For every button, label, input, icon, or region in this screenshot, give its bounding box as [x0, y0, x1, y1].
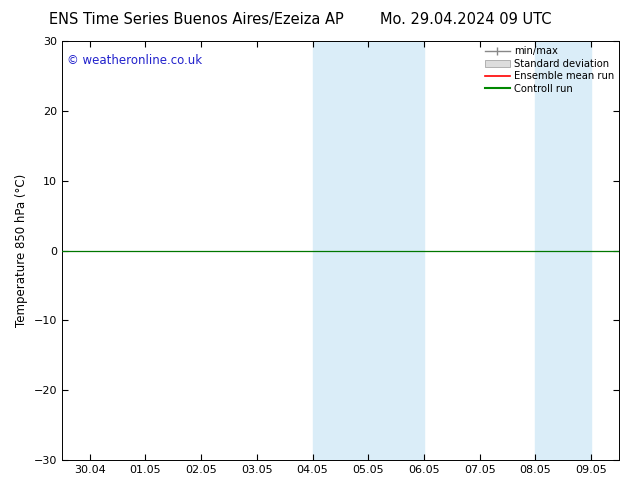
- Text: ENS Time Series Buenos Aires/Ezeiza AP: ENS Time Series Buenos Aires/Ezeiza AP: [49, 12, 344, 27]
- Bar: [536, 41, 591, 460]
- Bar: [313, 41, 368, 460]
- Y-axis label: Temperature 850 hPa (°C): Temperature 850 hPa (°C): [15, 174, 28, 327]
- Legend: min/max, Standard deviation, Ensemble mean run, Controll run: min/max, Standard deviation, Ensemble me…: [482, 44, 616, 96]
- Text: Mo. 29.04.2024 09 UTC: Mo. 29.04.2024 09 UTC: [380, 12, 552, 27]
- Bar: [368, 41, 424, 460]
- Text: © weatheronline.co.uk: © weatheronline.co.uk: [67, 53, 203, 67]
